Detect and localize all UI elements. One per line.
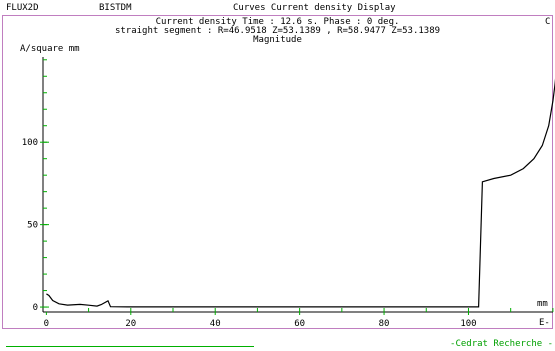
corner-mark: C xyxy=(545,17,551,27)
x-axis-suffix: E- xyxy=(539,318,550,328)
x-tick-label: 0 xyxy=(44,319,49,329)
x-tick-label: 100 xyxy=(460,319,476,329)
x-axis-label: mm xyxy=(537,299,548,309)
credit-text: -Cedrat Recherche - xyxy=(450,339,553,349)
footer-rule xyxy=(6,346,254,347)
chart-frame xyxy=(2,15,553,329)
y-tick-label: 0 xyxy=(33,303,38,313)
window-title: Curves Current density Display xyxy=(233,3,396,13)
y-tick-label: 50 xyxy=(27,221,38,231)
chart-title-line-3: Magnitude xyxy=(253,35,302,45)
series-line xyxy=(46,78,555,308)
chart-title-line-2: straight segment : R=46.9518 Z=53.1389 ,… xyxy=(114,26,441,36)
chart-title-line-1: Current density Time : 12.6 s. Phase : 0… xyxy=(155,17,400,27)
app-name: FLUX2D xyxy=(6,3,39,13)
x-tick-label: 20 xyxy=(125,319,136,329)
x-tick-label: 60 xyxy=(294,319,305,329)
y-axis-label: A/square mm xyxy=(20,44,80,54)
x-tick-label: 80 xyxy=(379,319,390,329)
document-name: BISTDM xyxy=(99,3,132,13)
x-tick-label: 40 xyxy=(210,319,221,329)
y-tick-label: 100 xyxy=(22,138,38,148)
